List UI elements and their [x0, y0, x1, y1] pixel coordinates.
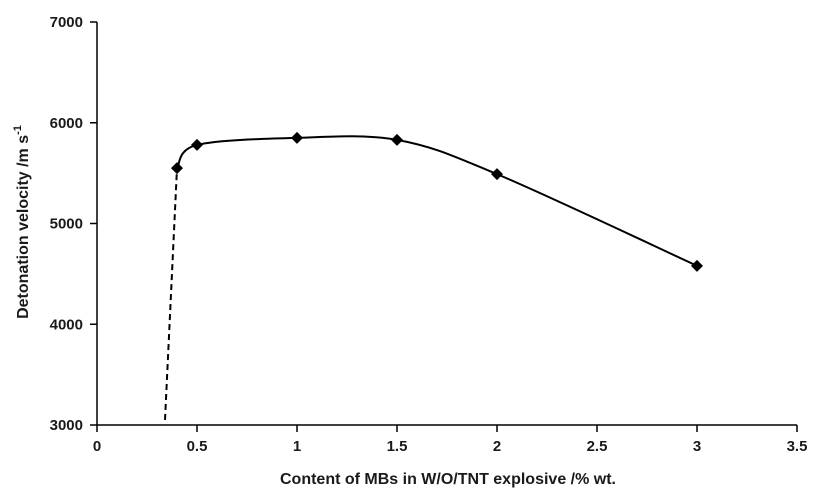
x-tick-label: 0: [93, 438, 101, 455]
y-tick-label: 4000: [50, 316, 83, 333]
y-axis-title: Detonation velocity /m s-1: [12, 125, 32, 319]
data-point-marker: [691, 259, 703, 272]
x-tick-label: 2: [493, 438, 501, 455]
y-tick-label: 5000: [50, 216, 83, 233]
data-point-marker: [491, 168, 503, 181]
y-tick-label: 3000: [50, 417, 83, 434]
extrapolation-dashed-line: [164, 168, 178, 421]
tick-labels: 0 0.5 1 1.5 2 2.5 3 3.5 3000 4000 5000 6000 7000: [50, 14, 808, 455]
series-lines: [164, 135, 698, 421]
axes: [96, 22, 797, 426]
data-point-marker: [171, 162, 183, 175]
data-point-marker: [391, 133, 403, 146]
y-tick-label: 7000: [50, 14, 83, 31]
data-point-marker: [291, 131, 303, 144]
data-point-marker: [191, 138, 203, 151]
x-tick-label: 1: [293, 438, 301, 455]
x-tick-label: 0.5: [187, 438, 208, 455]
y-axis-title-main: Detonation velocity /m s: [15, 135, 32, 319]
tick-marks: [90, 21, 798, 432]
x-tick-label: 1.5: [387, 438, 408, 455]
data-markers: [171, 131, 703, 272]
x-tick-label: 2.5: [587, 438, 608, 455]
x-tick-label: 3: [693, 438, 701, 455]
y-axis-title-superscript: -1: [12, 125, 24, 135]
x-axis-title: Content of MBs in W/O/TNT explosive /% w…: [280, 471, 616, 488]
y-tick-label: 6000: [50, 115, 83, 132]
series-line: [176, 135, 698, 267]
x-tick-label: 3.5: [787, 438, 808, 455]
